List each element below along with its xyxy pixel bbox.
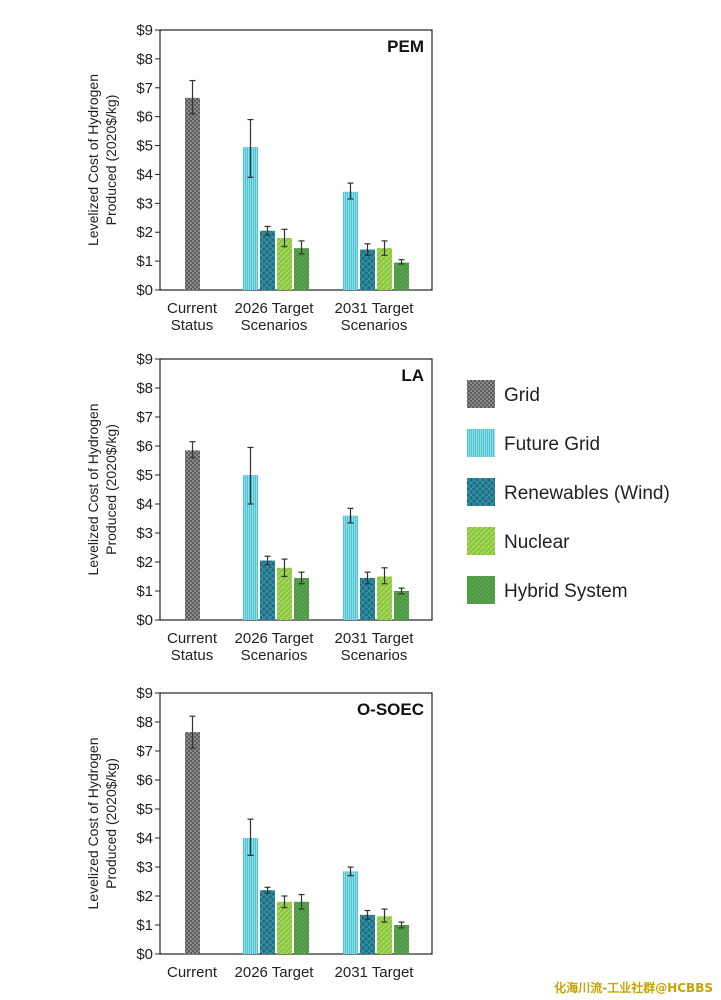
bar-grid <box>185 97 200 290</box>
bar-nuclear <box>377 576 392 620</box>
y-tick-label: $4 <box>136 496 153 513</box>
chart-panel-la: $0 $1 $2 $3 $4 $5 $6 $7 $8 $9 Levelized Cost of Hy… <box>85 351 433 664</box>
x-category-label: Status <box>171 647 214 664</box>
watermark-text: 化海川流-工业社群@HCBBS <box>554 981 713 995</box>
x-category-label: Current <box>167 300 218 317</box>
y-tick-label: $6 <box>136 109 153 126</box>
y-axis-label: Levelized Cost of Hydrogen Produced (2020… <box>85 738 119 910</box>
bar-hybrid-system <box>294 248 309 290</box>
bar-hybrid-system <box>294 901 309 954</box>
y-tick-label: $5 <box>136 138 153 155</box>
y-tick-label: $1 <box>136 253 153 270</box>
y-tick-label: $1 <box>136 583 153 600</box>
chart-title: LA <box>401 366 424 385</box>
bar-hybrid-system <box>294 577 309 620</box>
y-tick-label: $0 <box>136 612 153 629</box>
y-tick-label: $7 <box>136 80 153 97</box>
bar-grid <box>185 732 200 954</box>
bar-renewables-wind <box>360 914 375 954</box>
y-tick-label: $7 <box>136 743 153 760</box>
y-tick-label: $4 <box>136 830 153 847</box>
y-tick-label: $3 <box>136 859 153 876</box>
y-tick-label: $9 <box>136 685 153 702</box>
bar-nuclear <box>277 901 292 954</box>
y-tick-label: $7 <box>136 409 153 426</box>
x-category-label: Scenarios <box>341 317 408 334</box>
y-tick-label: $8 <box>136 714 153 731</box>
x-category-label: Current <box>167 630 218 647</box>
x-category-label: Scenarios <box>241 317 308 334</box>
x-category-label: Current <box>167 964 218 981</box>
legend-swatch-renewables-wind <box>467 478 495 506</box>
bar-nuclear <box>277 567 292 620</box>
bar-nuclear <box>277 238 292 290</box>
legend-swatch-grid <box>467 380 495 408</box>
legend-label-future-grid: Future Grid <box>504 434 600 455</box>
x-category-label: Status <box>171 317 214 334</box>
x-category-label: 2026 Target <box>235 630 315 647</box>
bar-renewables-wind <box>360 577 375 620</box>
bar-hybrid-system <box>394 262 409 290</box>
chart-title: PEM <box>387 37 424 56</box>
legend-label-renewables-wind: Renewables (Wind) <box>504 483 670 504</box>
bar-hybrid-system <box>394 925 409 954</box>
y-tick-label: $2 <box>136 224 153 241</box>
x-category-label: 2026 Target <box>235 964 315 981</box>
legend-swatch-hybrid-system <box>467 576 495 604</box>
x-category-label: 2031 Target <box>335 964 415 981</box>
legend: Grid Future Grid Renewables (Wind) Nuclear H… <box>467 380 670 604</box>
legend-swatch-future-grid <box>467 429 495 457</box>
bar-future-grid <box>243 838 258 954</box>
bar-future-grid <box>243 147 258 290</box>
bar-renewables-wind <box>360 249 375 290</box>
legend-label-grid: Grid <box>504 385 540 406</box>
y-tick-label: $5 <box>136 467 153 484</box>
y-tick-label: $9 <box>136 351 153 368</box>
x-category-label: 2026 Target <box>235 300 315 317</box>
y-tick-label: $8 <box>136 380 153 397</box>
bar-nuclear <box>377 916 392 954</box>
bar-hybrid-system <box>394 591 409 620</box>
y-tick-label: $2 <box>136 888 153 905</box>
chart-panel-o-soec: $0 $1 $2 $3 $4 $5 $6 $7 $8 $9 Levelized Cost of Hy… <box>85 685 433 981</box>
chart-panel-pem: $0 $1 $2 $3 $4 $5 $6 $7 $8 $9 Levelized Cost of Hy… <box>85 22 433 334</box>
y-tick-label: $2 <box>136 554 153 571</box>
y-tick-label: $8 <box>136 51 153 68</box>
y-axis-label: Levelized Cost of Hydrogen Produced (2020… <box>85 404 119 576</box>
y-tick-label: $3 <box>136 525 153 542</box>
bar-future-grid <box>343 191 358 290</box>
y-tick-label: $9 <box>136 22 153 39</box>
y-axis-label: Levelized Cost of Hydrogen Produced (2020… <box>85 74 119 246</box>
x-category-label: Scenarios <box>341 647 408 664</box>
bar-renewables-wind <box>260 560 275 620</box>
bar-nuclear <box>377 248 392 290</box>
legend-label-nuclear: Nuclear <box>504 532 570 553</box>
bar-renewables-wind <box>260 230 275 290</box>
y-tick-label: $6 <box>136 772 153 789</box>
chart-title: O-SOEC <box>357 700 424 719</box>
y-tick-label: $6 <box>136 438 153 455</box>
y-tick-label: $1 <box>136 917 153 934</box>
bar-future-grid <box>343 871 358 954</box>
y-tick-label: $4 <box>136 166 153 183</box>
bar-grid <box>185 450 200 620</box>
bar-future-grid <box>243 475 258 620</box>
x-category-label: 2031 Target <box>335 300 415 317</box>
legend-swatch-nuclear <box>467 527 495 555</box>
x-category-label: Scenarios <box>241 647 308 664</box>
legend-label-hybrid-system: Hybrid System <box>504 581 628 602</box>
bar-renewables-wind <box>260 890 275 954</box>
y-tick-label: $0 <box>136 282 153 299</box>
x-category-label: 2031 Target <box>335 630 415 647</box>
y-tick-label: $0 <box>136 946 153 963</box>
bar-future-grid <box>343 515 358 620</box>
y-tick-label: $3 <box>136 195 153 212</box>
y-tick-label: $5 <box>136 801 153 818</box>
